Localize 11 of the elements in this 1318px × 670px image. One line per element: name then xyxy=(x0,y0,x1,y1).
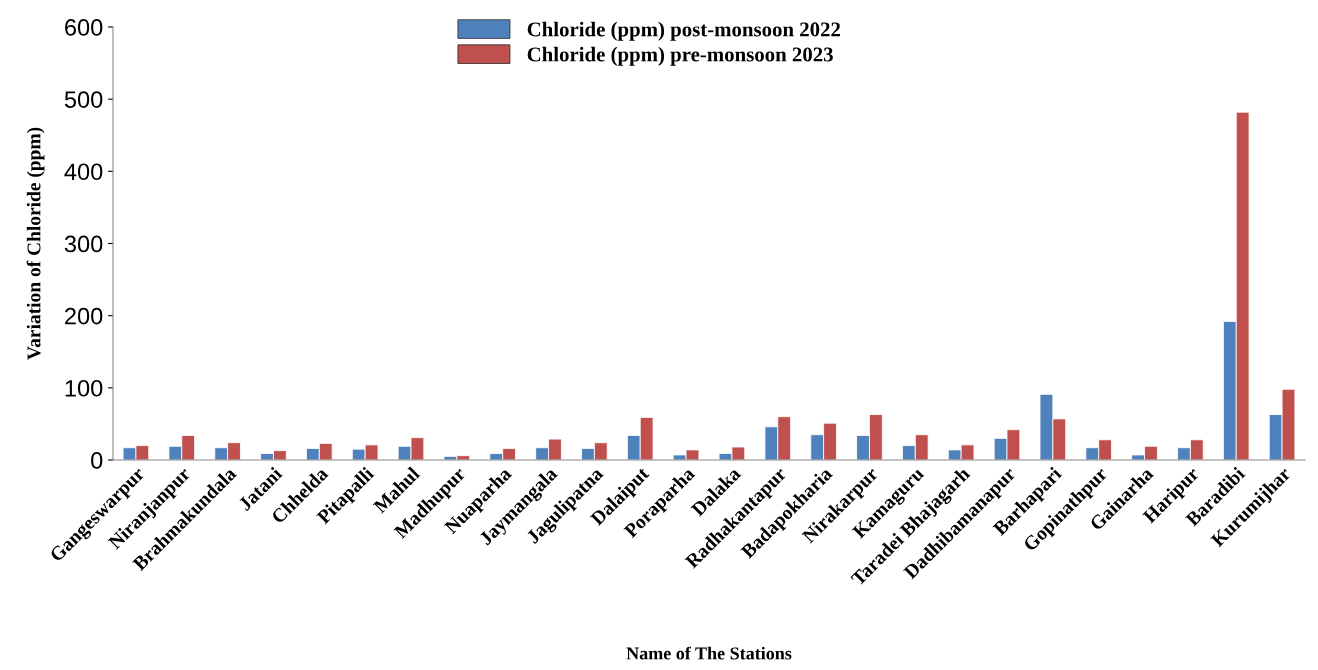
y-tick-label: 100 xyxy=(65,379,103,397)
y-tick-label: 0 xyxy=(91,452,103,469)
y-tick-label: 200 xyxy=(65,307,103,325)
y-tick-label: 300 xyxy=(64,235,103,253)
x-axis-title: Name of The Stations xyxy=(626,646,792,660)
y-axis-title: Variation of Chloride (ppm) xyxy=(26,127,45,360)
legend-label: Chloride (ppm) post-monsoon 2022 xyxy=(527,21,841,41)
legend-label: Chloride (ppm) pre-monsoon 2023 xyxy=(527,46,833,66)
y-tick-label: 400 xyxy=(64,163,103,181)
y-tick-label: 500 xyxy=(64,91,103,108)
y-tick-label: 600 xyxy=(65,19,103,36)
